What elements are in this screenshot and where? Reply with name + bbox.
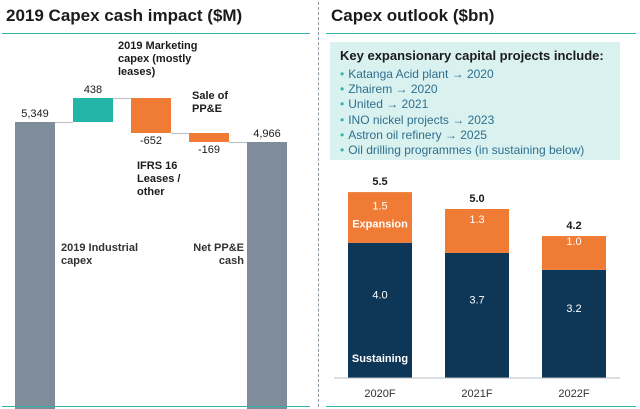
project-item: • United → 2021 xyxy=(340,97,584,112)
total-value-label: 5.0 xyxy=(469,193,484,205)
project-item: • Katanga Acid plant → 2020 xyxy=(340,67,584,82)
sustaining-value-label: 3.2 xyxy=(566,303,581,315)
x-tick-label: 2020F xyxy=(364,388,395,400)
waterfall-category-label: Net PP&E cash xyxy=(193,242,244,267)
project-item-text: Zhairem → 2020 xyxy=(348,82,438,97)
waterfall-title-rule xyxy=(2,33,310,34)
waterfall-bar-industrial-capex xyxy=(15,122,55,409)
bullet-icon: • xyxy=(340,82,345,97)
series-label-expansion: Expansion xyxy=(352,218,408,230)
waterfall-connector xyxy=(113,98,131,99)
waterfall-bar-net-ppe-cash xyxy=(247,142,287,409)
bullet-icon: • xyxy=(340,143,345,158)
outlook-title-rule xyxy=(326,33,636,34)
total-value-label: 5.5 xyxy=(372,176,387,188)
bar-sustaining xyxy=(445,252,509,378)
projects-info-box: Key expansionary capital projects includ… xyxy=(330,42,620,160)
bar-sustaining xyxy=(542,269,606,378)
waterfall-connector xyxy=(229,142,247,143)
sustaining-value-label: 4.0 xyxy=(372,289,387,301)
bar-expansion xyxy=(348,192,412,243)
waterfall-connector xyxy=(55,122,73,123)
total-value-label: 4.2 xyxy=(566,220,581,232)
project-item-text: Oil drilling programmes (in sustaining b… xyxy=(348,143,585,158)
waterfall-bar-marketing-capex xyxy=(73,98,113,122)
left-bottom-rule xyxy=(2,406,310,407)
bullet-icon: • xyxy=(340,97,345,112)
waterfall-bar-ifrs16-leases xyxy=(131,98,171,133)
bullet-icon: • xyxy=(340,112,345,127)
waterfall-bar-sale-ppe xyxy=(189,133,229,142)
bar-expansion xyxy=(542,236,606,270)
waterfall-value-label: -169 xyxy=(197,144,221,156)
x-tick-label: 2022F xyxy=(558,388,589,400)
project-item-text: INO nickel projects → 2023 xyxy=(348,112,495,127)
sustaining-value-label: 3.7 xyxy=(469,294,484,306)
projects-heading: Key expansionary capital projects includ… xyxy=(340,48,604,63)
waterfall-value-label: 5,349 xyxy=(21,108,49,120)
waterfall-title: 2019 Capex cash impact ($M) xyxy=(6,6,243,25)
waterfall-category-label: 2019 Industrial capex xyxy=(61,242,139,267)
project-item-text: United → 2021 xyxy=(348,97,429,112)
project-item: • INO nickel projects → 2023 xyxy=(340,113,584,128)
waterfall-connector xyxy=(171,133,189,134)
waterfall-value-label: 4,966 xyxy=(253,128,281,140)
bullet-icon: • xyxy=(340,67,345,81)
right-bottom-rule xyxy=(326,406,636,407)
waterfall-category-label: 2019 Marketing capex (mostly leases) xyxy=(118,40,198,78)
outlook-title: Capex outlook ($bn) xyxy=(331,6,495,25)
waterfall-value-label: -652 xyxy=(139,135,163,147)
panel-divider xyxy=(318,2,319,407)
project-item: • Astron oil refinery → 2025 xyxy=(340,128,584,143)
project-item: • Oil drilling programmes (in sustaining … xyxy=(340,143,584,158)
projects-list: • Katanga Acid plant → 2020 • Zhairem → 20… xyxy=(340,67,584,158)
expansion-value-label: 1.5 xyxy=(372,200,387,212)
expansion-value-label: 1.3 xyxy=(469,214,484,226)
waterfall-category-label: Sale of PP&E xyxy=(192,90,229,115)
project-item: • Zhairem → 2020 xyxy=(340,82,584,97)
bar-expansion xyxy=(445,209,509,253)
bullet-icon: • xyxy=(340,127,345,142)
waterfall-category-label: IFRS 16 Leases / other xyxy=(137,160,181,198)
project-item-text: Katanga Acid plant → 2020 xyxy=(348,67,494,81)
x-tick-label: 2021F xyxy=(461,388,492,400)
series-label-sustaining: Sustaining xyxy=(352,353,408,365)
expansion-value-label: 1.0 xyxy=(566,236,581,248)
project-item-text: Astron oil refinery → 2025 xyxy=(348,127,487,142)
bar-sustaining xyxy=(348,242,412,378)
waterfall-value-label: 438 xyxy=(83,84,103,96)
